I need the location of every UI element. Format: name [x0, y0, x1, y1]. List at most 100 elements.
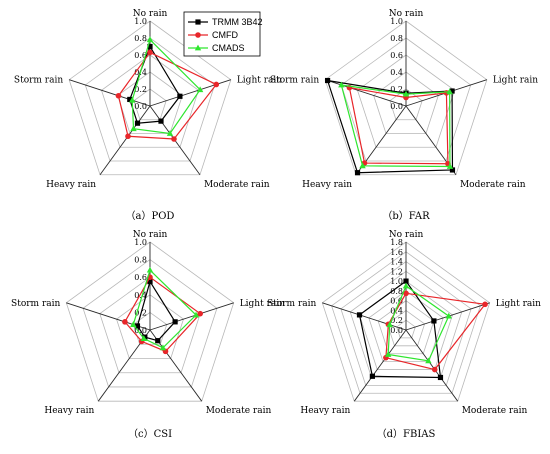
- legend-marker: [194, 44, 202, 51]
- data-point-cmads: [130, 125, 137, 132]
- data-point-trmm-3b42: [369, 373, 375, 379]
- grid-ring: [84, 37, 216, 162]
- data-point-cmads: [192, 311, 200, 318]
- panel-caption: （b）FAR: [382, 210, 430, 222]
- data-point-cmads: [140, 335, 147, 341]
- data-point-cmads: [129, 96, 136, 103]
- tick-label: 0.0: [390, 102, 403, 111]
- data-point-cmads: [159, 344, 167, 351]
- tick-label: 0.4: [134, 291, 147, 300]
- series-line-cmads: [340, 84, 451, 168]
- tick-label: 0.4: [390, 68, 403, 77]
- legend-label-cmfd: CMFD: [212, 30, 238, 40]
- axis-label-moderate-rain: Moderate rain: [462, 406, 528, 416]
- series-line-cmfd: [124, 276, 202, 353]
- axis-label-heavy-rain: Heavy rain: [46, 180, 96, 190]
- data-point-cmfd: [122, 319, 128, 325]
- data-point-cmads: [446, 163, 454, 169]
- grid-ring: [68, 20, 232, 176]
- data-point-trmm-3b42: [354, 170, 361, 176]
- legend-label-trmm-3b42: TRMM 3B42: [212, 17, 263, 27]
- axis-label-heavy-rain: Heavy rain: [44, 406, 94, 416]
- data-point-trmm-3b42: [431, 318, 437, 324]
- legend-marker: [195, 19, 201, 25]
- series-line-trmm-3b42: [358, 280, 442, 379]
- tick-label: 0.8: [390, 287, 403, 296]
- data-point-trmm-3b42: [134, 120, 141, 126]
- axis-label-moderate-rain: Moderate rain: [206, 406, 272, 416]
- axis-label-storm-rain: Storm rain: [11, 299, 60, 309]
- spoke-line: [325, 79, 407, 107]
- tick-label: 0.6: [134, 273, 147, 282]
- tick-label: 1.4: [390, 258, 403, 267]
- grid-ring: [101, 54, 199, 148]
- axis-label-storm-rain: Storm rain: [14, 76, 63, 86]
- spoke-line: [69, 79, 151, 107]
- data-point-cmfd: [197, 310, 204, 317]
- data-point-cmads: [386, 321, 393, 328]
- panel-caption: （a）POD: [126, 210, 175, 222]
- legend-marker: [195, 32, 201, 38]
- tick-label: 0.6: [134, 51, 147, 60]
- data-point-cmfd: [115, 92, 122, 99]
- series-line-trmm-3b42: [129, 45, 181, 124]
- grid-ring: [324, 20, 488, 176]
- tick-label: 0.8: [134, 34, 147, 43]
- grid-ring: [65, 241, 235, 402]
- axis-label-light-rain: Light rain: [237, 76, 282, 86]
- data-point-trmm-3b42: [449, 88, 455, 94]
- grid-ring: [133, 88, 167, 121]
- grid-ring: [331, 251, 481, 394]
- series-line-cmads: [132, 269, 197, 349]
- tick-label: 0.0: [390, 326, 403, 335]
- axis-label-moderate-rain: Moderate rain: [204, 180, 270, 190]
- tick-label: 0.8: [390, 34, 403, 43]
- data-point-cmfd: [171, 136, 177, 142]
- axis-label-no-rain: No rain: [133, 9, 168, 19]
- tick-label: 1.6: [390, 248, 403, 257]
- series-line-cmfd: [348, 86, 449, 165]
- data-point-trmm-3b42: [134, 323, 141, 329]
- tick-label: 0.6: [390, 297, 403, 306]
- data-point-cmads: [402, 90, 410, 97]
- data-point-trmm-3b42: [155, 338, 161, 344]
- tick-label: 0.6: [390, 51, 403, 60]
- data-point-cmads: [196, 86, 204, 93]
- axis-label-light-rain: Light rain: [496, 299, 541, 309]
- data-point-cmads: [130, 321, 137, 327]
- data-point-cmfd: [213, 81, 220, 88]
- grid-ring: [396, 319, 416, 339]
- axis-label-storm-rain: Storm rain: [267, 299, 316, 309]
- axis-label-no-rain: No rain: [389, 9, 424, 19]
- series-line-cmfd: [385, 292, 487, 371]
- spoke-line: [353, 329, 407, 402]
- data-point-cmfd: [482, 301, 488, 308]
- data-point-trmm-3b42: [324, 77, 331, 84]
- panel-caption: （d）FBIAS: [377, 428, 436, 440]
- data-point-cmads: [445, 312, 452, 319]
- spoke-line: [149, 302, 234, 331]
- axis-label-light-rain: Light rain: [240, 299, 285, 309]
- data-point-trmm-3b42: [177, 93, 183, 99]
- axis-label-moderate-rain: Moderate rain: [460, 180, 526, 190]
- data-point-cmfd: [147, 49, 153, 56]
- axis-label-storm-rain: Storm rain: [270, 76, 319, 86]
- grid-ring: [389, 88, 423, 121]
- data-point-trmm-3b42: [147, 43, 153, 50]
- data-point-cmfd: [125, 133, 131, 140]
- tick-label: 1.0: [134, 238, 147, 247]
- tick-label: 1.0: [390, 277, 403, 286]
- data-point-trmm-3b42: [147, 279, 153, 285]
- tick-label: 1.0: [134, 17, 147, 26]
- tick-label: 0.2: [390, 316, 403, 325]
- spoke-line: [405, 329, 459, 402]
- data-point-cmfd: [431, 366, 438, 373]
- axis-label-no-rain: No rain: [133, 230, 168, 240]
- grid-ring: [357, 54, 455, 148]
- spoke-line: [322, 302, 407, 331]
- spoke-line: [99, 105, 151, 176]
- data-point-trmm-3b42: [437, 374, 444, 381]
- data-point-cmads: [425, 357, 432, 364]
